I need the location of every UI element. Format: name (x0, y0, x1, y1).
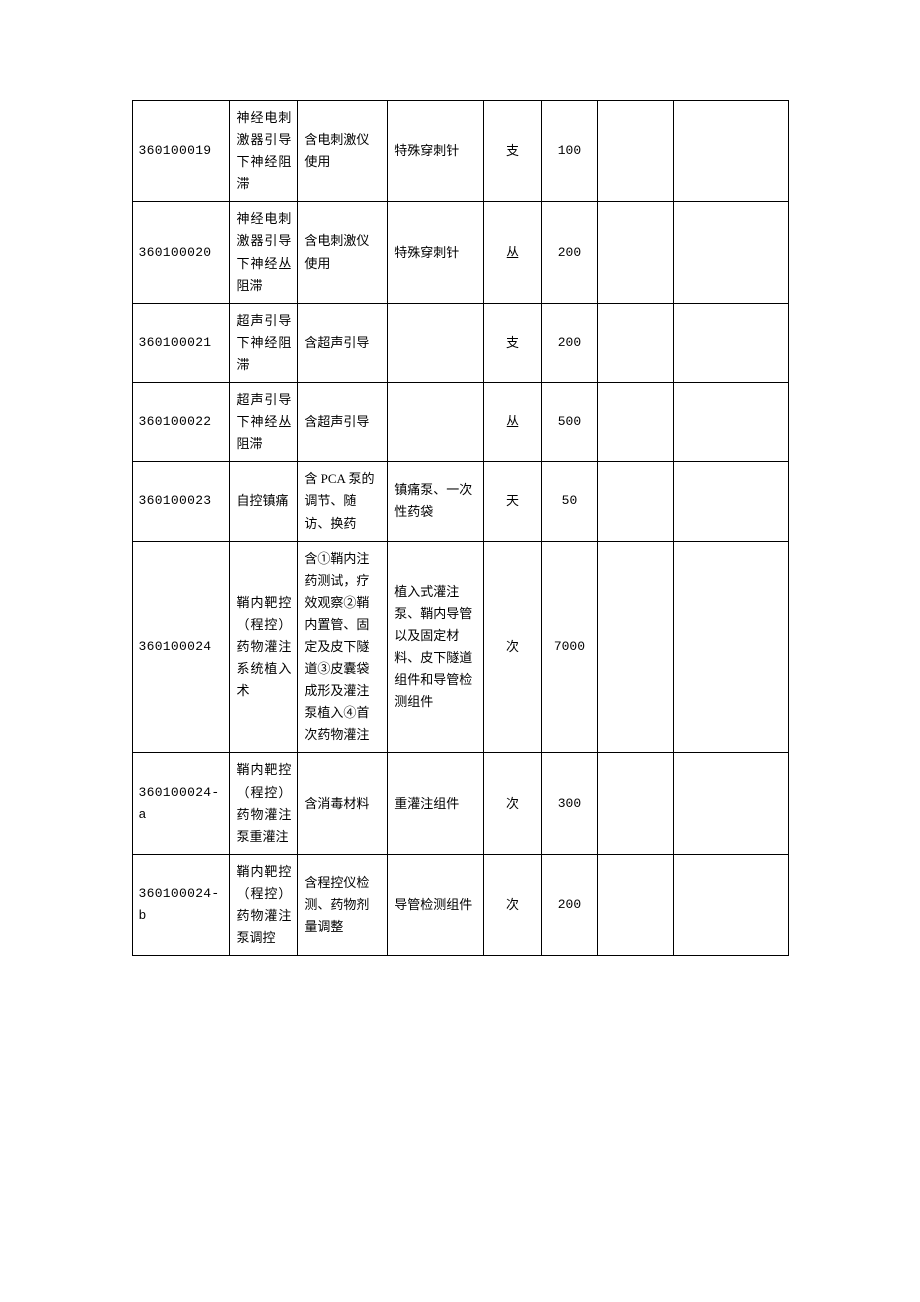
cell-unit: 次 (484, 541, 542, 753)
cell-desc: 含电刺激仪使用 (298, 101, 388, 202)
cell-unit: 支 (484, 101, 542, 202)
cell-name: 超声引导下神经丛阻滞 (230, 383, 298, 462)
cell-name: 鞘内靶控（程控）药物灌注泵调控 (230, 854, 298, 955)
table-row: 360100023 自控镇痛 含 PCA 泵的调节、随访、换药 镇痛泵、一次性药… (132, 462, 788, 541)
table-row: 360100024-b 鞘内靶控（程控）药物灌注泵调控 含程控仪检测、药物剂量调… (132, 854, 788, 955)
cell-price: 200 (541, 854, 597, 955)
cell-desc: 含超声引导 (298, 303, 388, 382)
cell-empty (597, 462, 673, 541)
cell-desc: 含①鞘内注药测试，疗效观察②鞘内置管、固定及皮下隧道③皮囊袋成形及灌注泵植入④首… (298, 541, 388, 753)
cell-desc: 含 PCA 泵的调节、随访、换药 (298, 462, 388, 541)
cell-empty (597, 753, 673, 854)
cell-unit: 次 (484, 753, 542, 854)
cell-unit: 次 (484, 854, 542, 955)
cell-empty (597, 101, 673, 202)
cell-name: 神经电刺激器引导下神经阻滞 (230, 101, 298, 202)
cell-name: 自控镇痛 (230, 462, 298, 541)
cell-material: 特殊穿刺针 (388, 101, 484, 202)
cell-empty (673, 101, 788, 202)
cell-unit: 天 (484, 462, 542, 541)
cell-empty (597, 854, 673, 955)
cell-name: 神经电刺激器引导下神经丛阻滞 (230, 202, 298, 303)
pricing-table: 360100019 神经电刺激器引导下神经阻滞 含电刺激仪使用 特殊穿刺针 支 … (132, 100, 789, 956)
cell-empty (673, 462, 788, 541)
cell-empty (673, 303, 788, 382)
cell-material: 植入式灌注泵、鞘内导管以及固定材料、皮下隧道组件和导管检测组件 (388, 541, 484, 753)
cell-desc: 含程控仪检测、药物剂量调整 (298, 854, 388, 955)
cell-code: 360100024 (132, 541, 230, 753)
cell-price: 500 (541, 383, 597, 462)
cell-desc: 含电刺激仪使用 (298, 202, 388, 303)
cell-empty (597, 383, 673, 462)
cell-code: 360100023 (132, 462, 230, 541)
cell-price: 100 (541, 101, 597, 202)
cell-name: 鞘内靶控（程控）药物灌注泵重灌注 (230, 753, 298, 854)
cell-empty (597, 202, 673, 303)
cell-material (388, 383, 484, 462)
cell-material (388, 303, 484, 382)
cell-code: 360100021 (132, 303, 230, 382)
cell-code: 360100024-a (132, 753, 230, 854)
table-body: 360100019 神经电刺激器引导下神经阻滞 含电刺激仪使用 特殊穿刺针 支 … (132, 101, 788, 956)
cell-empty (673, 854, 788, 955)
cell-empty (673, 753, 788, 854)
cell-material: 特殊穿刺针 (388, 202, 484, 303)
cell-empty (597, 541, 673, 753)
cell-price: 300 (541, 753, 597, 854)
cell-empty (673, 202, 788, 303)
cell-price: 50 (541, 462, 597, 541)
table-row: 360100021 超声引导下神经阻滞 含超声引导 支 200 (132, 303, 788, 382)
table-row: 360100020 神经电刺激器引导下神经丛阻滞 含电刺激仪使用 特殊穿刺针 丛… (132, 202, 788, 303)
table-row: 360100019 神经电刺激器引导下神经阻滞 含电刺激仪使用 特殊穿刺针 支 … (132, 101, 788, 202)
cell-material: 导管检测组件 (388, 854, 484, 955)
cell-empty (673, 541, 788, 753)
cell-code: 360100022 (132, 383, 230, 462)
cell-material: 重灌注组件 (388, 753, 484, 854)
cell-desc: 含超声引导 (298, 383, 388, 462)
cell-unit: 丛 (484, 383, 542, 462)
cell-code: 360100020 (132, 202, 230, 303)
cell-empty (673, 383, 788, 462)
cell-empty (597, 303, 673, 382)
cell-name: 鞘内靶控（程控）药物灌注系统植入术 (230, 541, 298, 753)
table-row: 360100024-a 鞘内靶控（程控）药物灌注泵重灌注 含消毒材料 重灌注组件… (132, 753, 788, 854)
cell-price: 7000 (541, 541, 597, 753)
cell-desc: 含消毒材料 (298, 753, 388, 854)
table-row: 360100022 超声引导下神经丛阻滞 含超声引导 丛 500 (132, 383, 788, 462)
cell-material: 镇痛泵、一次性药袋 (388, 462, 484, 541)
cell-unit: 丛 (484, 202, 542, 303)
document-page: 360100019 神经电刺激器引导下神经阻滞 含电刺激仪使用 特殊穿刺针 支 … (0, 100, 920, 956)
cell-price: 200 (541, 303, 597, 382)
cell-name: 超声引导下神经阻滞 (230, 303, 298, 382)
cell-price: 200 (541, 202, 597, 303)
cell-code: 360100019 (132, 101, 230, 202)
table-row: 360100024 鞘内靶控（程控）药物灌注系统植入术 含①鞘内注药测试，疗效观… (132, 541, 788, 753)
cell-unit: 支 (484, 303, 542, 382)
cell-code: 360100024-b (132, 854, 230, 955)
